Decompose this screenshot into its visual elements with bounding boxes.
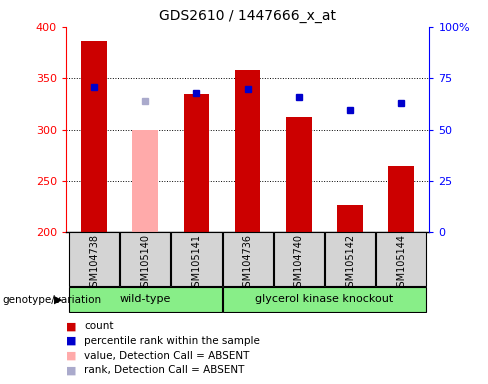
Text: GSM105142: GSM105142 — [345, 234, 355, 293]
Text: count: count — [84, 321, 114, 331]
Text: value, Detection Call = ABSENT: value, Detection Call = ABSENT — [84, 351, 250, 361]
Bar — [286, 117, 312, 232]
Title: GDS2610 / 1447666_x_at: GDS2610 / 1447666_x_at — [159, 9, 336, 23]
FancyBboxPatch shape — [274, 232, 324, 286]
FancyBboxPatch shape — [223, 232, 273, 286]
FancyBboxPatch shape — [325, 232, 375, 286]
FancyBboxPatch shape — [69, 232, 119, 286]
Text: GSM104740: GSM104740 — [294, 234, 304, 293]
Text: GSM105144: GSM105144 — [396, 234, 407, 293]
Bar — [183, 94, 209, 232]
Text: percentile rank within the sample: percentile rank within the sample — [84, 336, 260, 346]
Bar — [81, 41, 107, 232]
FancyBboxPatch shape — [376, 232, 427, 286]
Text: GSM105141: GSM105141 — [191, 234, 202, 293]
Text: ■: ■ — [66, 351, 77, 361]
Text: wild-type: wild-type — [120, 294, 171, 304]
Text: GSM104738: GSM104738 — [89, 234, 99, 293]
Bar — [337, 205, 363, 232]
Text: ■: ■ — [66, 365, 77, 375]
Text: ■: ■ — [66, 321, 77, 331]
Bar — [388, 166, 414, 232]
Text: ■: ■ — [66, 336, 77, 346]
FancyBboxPatch shape — [120, 232, 170, 286]
Text: genotype/variation: genotype/variation — [2, 295, 102, 305]
Text: GSM105140: GSM105140 — [140, 234, 150, 293]
Bar — [132, 129, 158, 232]
Text: rank, Detection Call = ABSENT: rank, Detection Call = ABSENT — [84, 365, 245, 375]
FancyBboxPatch shape — [171, 232, 222, 286]
FancyBboxPatch shape — [69, 287, 222, 312]
Bar — [235, 70, 261, 232]
Text: GSM104736: GSM104736 — [243, 234, 253, 293]
FancyBboxPatch shape — [223, 287, 427, 312]
Text: ▶: ▶ — [54, 295, 62, 305]
Text: glycerol kinase knockout: glycerol kinase knockout — [255, 294, 394, 304]
